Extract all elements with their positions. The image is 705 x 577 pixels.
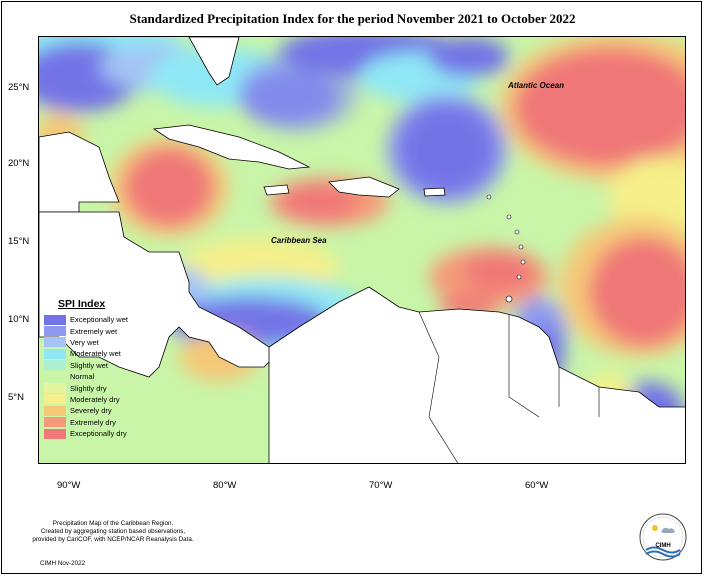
legend-title: SPI Index: [58, 298, 106, 310]
cimh-logo: CIMH: [638, 512, 688, 562]
lat-label-10n: 10°N: [8, 314, 30, 325]
legend-label: Moderately dry: [70, 394, 120, 404]
legend-item: Exceptionally wet: [44, 314, 164, 325]
legend-item: Slightly wet: [44, 360, 164, 371]
lat-label-25n: 25°N: [8, 82, 30, 93]
lon-label-90w: 90°W: [57, 480, 81, 491]
legend-swatch: [44, 383, 66, 394]
legend-item: Extremely dry: [44, 417, 164, 428]
footer-credit: CIMH Nov-2022: [40, 560, 86, 567]
legend-item: Extremely wet: [44, 325, 164, 337]
spi-legend: SPI Index Exceptionally wet Extremely wet…: [44, 298, 164, 439]
legend-swatch: [44, 348, 66, 359]
footer-line-1: Precipitation Map of the Caribbean Regio…: [52, 520, 174, 527]
legend-item: Very wet: [44, 337, 164, 348]
legend-swatch: [44, 360, 66, 371]
lat-label-15n: 15°N: [8, 236, 30, 247]
legend-label: Normal: [70, 372, 95, 382]
legend-label: Slightly wet: [70, 360, 108, 370]
legend-swatch: [44, 326, 66, 337]
legend-item: Severely dry: [44, 405, 164, 416]
legend-swatch: [44, 394, 66, 405]
caribbean-sea-label: Caribbean Sea: [271, 236, 327, 245]
atlantic-ocean-label: Atlantic Ocean: [508, 81, 565, 90]
spi-field: [39, 37, 685, 463]
legend-swatch: [44, 314, 66, 325]
legend-item: Moderately dry: [44, 394, 164, 405]
legend-swatch: [44, 337, 66, 348]
cimh-logo-text: CIMH: [655, 543, 671, 549]
legend-item: Normal: [44, 371, 164, 382]
map-footer-note: Precipitation Map of the Caribbean Regio…: [18, 520, 208, 544]
lon-label-60w: 60°W: [525, 480, 549, 491]
lon-label-80w: 80°W: [213, 480, 237, 491]
spi-map: [38, 36, 686, 464]
map-title: Standardized Precipitation Index for the…: [129, 11, 576, 26]
legend-item: Exceptionally dry: [44, 428, 164, 439]
legend-label: Severely dry: [70, 406, 112, 416]
legend-item: Slightly dry: [44, 382, 164, 394]
legend-item: Moderately wet: [44, 348, 164, 359]
legend-label: Exceptionally dry: [70, 429, 127, 439]
legend-label: Extremely wet: [70, 326, 118, 336]
legend-label: Very wet: [70, 337, 99, 347]
footer-line-2: Created by aggregating station based obs…: [40, 528, 186, 535]
legend-label: Exceptionally wet: [70, 315, 128, 325]
legend-swatch: [44, 428, 66, 439]
legend-swatch: [44, 405, 66, 416]
footer-line-3: provided by CariCOF, with NCEP/NCAR Rean…: [32, 536, 194, 543]
legend-swatch: [44, 371, 66, 382]
lat-label-20n: 20°N: [8, 158, 30, 169]
legend-label: Extremely dry: [70, 417, 116, 427]
legend-label: Moderately wet: [70, 349, 121, 359]
lat-label-5n: 5°N: [8, 392, 24, 403]
lon-label-70w: 70°W: [369, 480, 393, 491]
cimh-logo-icon: [639, 513, 687, 561]
legend-label: Slightly dry: [70, 383, 107, 393]
legend-swatch: [44, 417, 66, 428]
